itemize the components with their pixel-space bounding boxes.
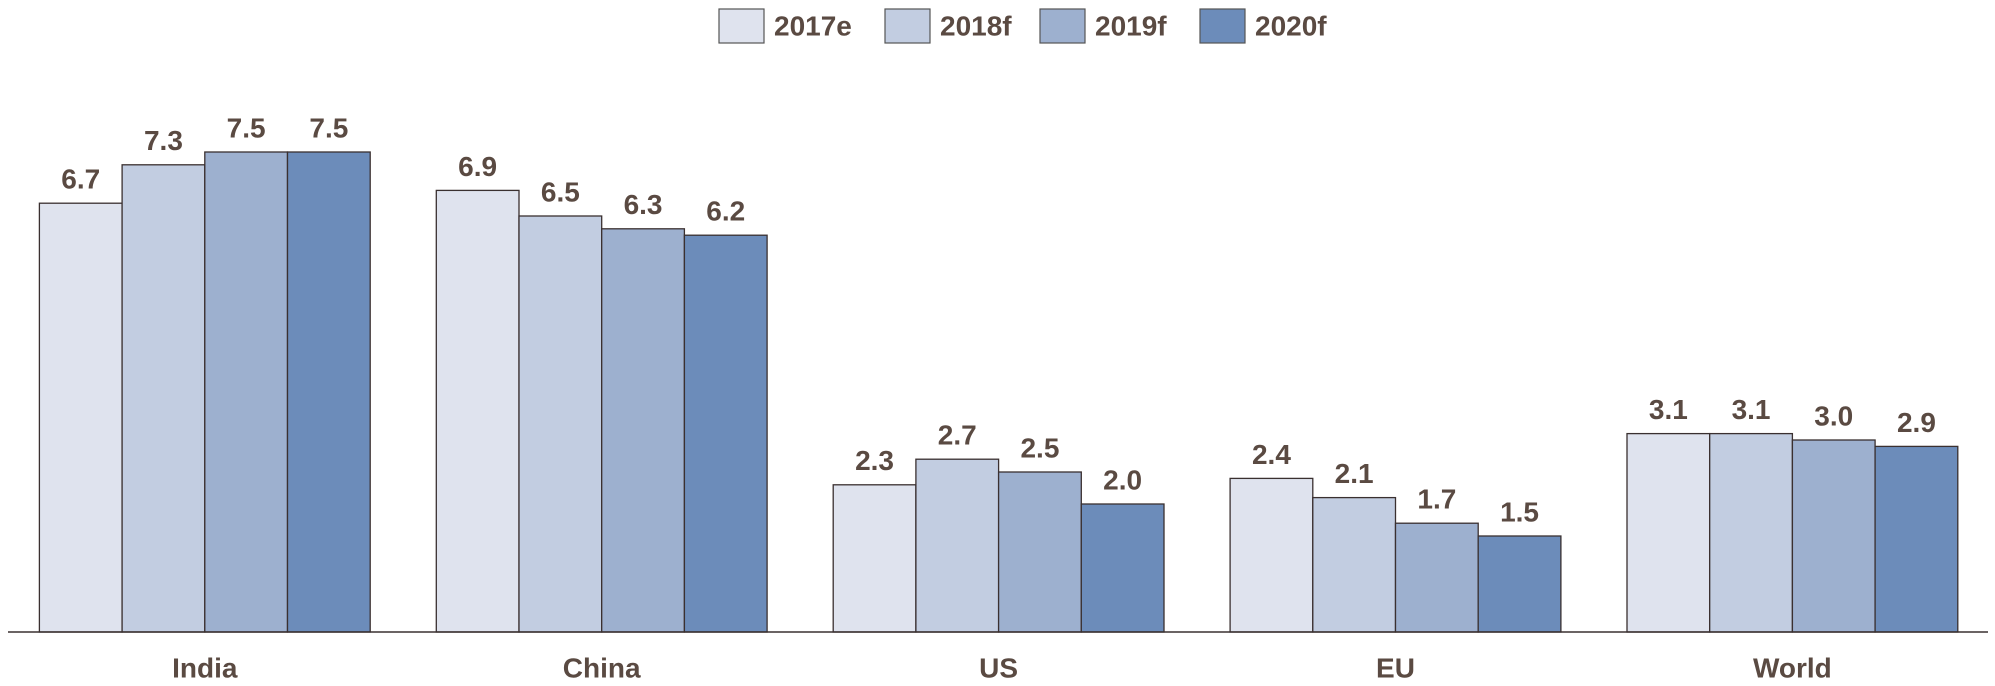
bar — [1394, 522, 1479, 633]
bar — [1477, 535, 1562, 633]
value-label: 6.7 — [61, 164, 100, 195]
value-label: 7.3 — [144, 125, 183, 156]
legend-label: 2018f — [940, 10, 1012, 41]
value-label: 3.0 — [1814, 400, 1853, 431]
value-label: 2.4 — [1252, 439, 1291, 470]
x-tick-label: EU — [1376, 652, 1415, 683]
value-label: 2.9 — [1897, 407, 1936, 438]
value-label: 3.1 — [1649, 394, 1688, 425]
legend-swatch — [718, 8, 765, 44]
bar — [38, 202, 123, 633]
bar — [1709, 432, 1794, 633]
value-label: 2.7 — [938, 420, 977, 451]
bar — [1229, 477, 1314, 633]
bar — [1080, 503, 1165, 633]
bar — [601, 228, 686, 633]
value-label: 7.5 — [227, 112, 266, 143]
value-label: 2.0 — [1103, 464, 1142, 495]
bar — [915, 458, 1000, 633]
value-label: 6.9 — [458, 151, 497, 182]
legend-swatch — [884, 8, 931, 44]
bar — [121, 164, 206, 633]
legend-label: 2017e — [774, 10, 852, 41]
x-tick-label: US — [979, 652, 1018, 683]
value-label: 2.1 — [1335, 458, 1374, 489]
value-label: 2.5 — [1020, 432, 1059, 463]
x-tick-label: India — [172, 652, 238, 683]
legend-swatch — [1039, 8, 1086, 44]
bar — [286, 151, 371, 633]
legend-label: 2019f — [1095, 10, 1167, 41]
bar — [435, 189, 520, 633]
value-label: 7.5 — [309, 112, 348, 143]
legend-swatch — [1199, 8, 1246, 44]
value-label: 2.3 — [855, 445, 894, 476]
value-label: 6.5 — [541, 176, 580, 207]
value-label: 3.1 — [1732, 394, 1771, 425]
bar — [1874, 445, 1959, 633]
legend-label: 2020f — [1255, 10, 1327, 41]
bar — [204, 151, 289, 633]
bar — [997, 471, 1082, 633]
bar — [518, 215, 603, 633]
value-label: 6.2 — [706, 196, 745, 227]
x-tick-label: China — [563, 652, 641, 683]
bar — [1312, 496, 1397, 633]
bar — [1791, 439, 1876, 633]
x-tick-label: World — [1753, 652, 1832, 683]
bar — [832, 484, 917, 633]
bar — [1626, 432, 1711, 633]
value-label: 1.7 — [1417, 484, 1456, 515]
bar — [683, 234, 768, 633]
value-label: 6.3 — [624, 189, 663, 220]
value-label: 1.5 — [1500, 496, 1539, 527]
